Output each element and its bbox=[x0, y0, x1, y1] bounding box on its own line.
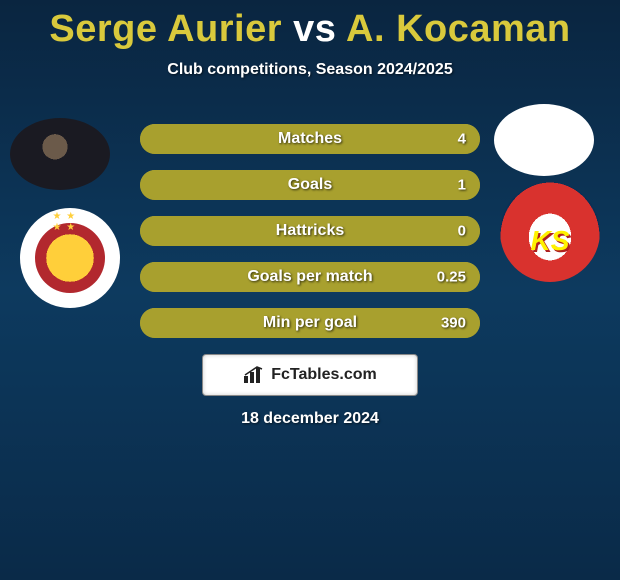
stat-label: Goals per match bbox=[247, 268, 372, 286]
player1-photo bbox=[10, 118, 110, 190]
galatasaray-badge-icon: ★ ★ ★ ★ bbox=[35, 223, 105, 293]
kayserispor-badge-text: KS bbox=[531, 225, 570, 257]
page-title: Serge Aurier vs A. Kocaman bbox=[0, 0, 620, 51]
stat-label: Min per goal bbox=[263, 314, 357, 332]
brand-text: FcTables.com bbox=[271, 366, 377, 384]
player2-club-badge: KS bbox=[500, 182, 600, 282]
stat-bar: Min per goal 390 bbox=[140, 308, 480, 338]
player1-name: Serge Aurier bbox=[49, 8, 282, 50]
stat-value: 0 bbox=[458, 223, 466, 240]
stat-bars: Matches 4 Goals 1 Hattricks 0 Goals per … bbox=[140, 124, 480, 354]
stat-bar: Hattricks 0 bbox=[140, 216, 480, 246]
subtitle: Club competitions, Season 2024/2025 bbox=[0, 61, 620, 79]
stat-label: Matches bbox=[278, 130, 342, 148]
chart-icon bbox=[243, 366, 265, 384]
player1-club-badge: ★ ★ ★ ★ bbox=[20, 208, 120, 308]
stat-label: Goals bbox=[288, 176, 332, 194]
stat-bar: Goals per match 0.25 bbox=[140, 262, 480, 292]
stat-value: 1 bbox=[458, 177, 466, 194]
stat-value: 4 bbox=[458, 131, 466, 148]
brand-box: FcTables.com bbox=[202, 354, 418, 396]
stat-label: Hattricks bbox=[276, 222, 344, 240]
player2-name: A. Kocaman bbox=[346, 8, 571, 50]
stat-bar: Goals 1 bbox=[140, 170, 480, 200]
player2-photo bbox=[494, 104, 594, 176]
stat-value: 390 bbox=[441, 315, 466, 332]
stat-value: 0.25 bbox=[437, 269, 466, 286]
stars-icon: ★ ★ ★ ★ bbox=[53, 211, 88, 233]
date-text: 18 december 2024 bbox=[241, 410, 379, 428]
stat-bar: Matches 4 bbox=[140, 124, 480, 154]
vs-text: vs bbox=[293, 8, 336, 50]
